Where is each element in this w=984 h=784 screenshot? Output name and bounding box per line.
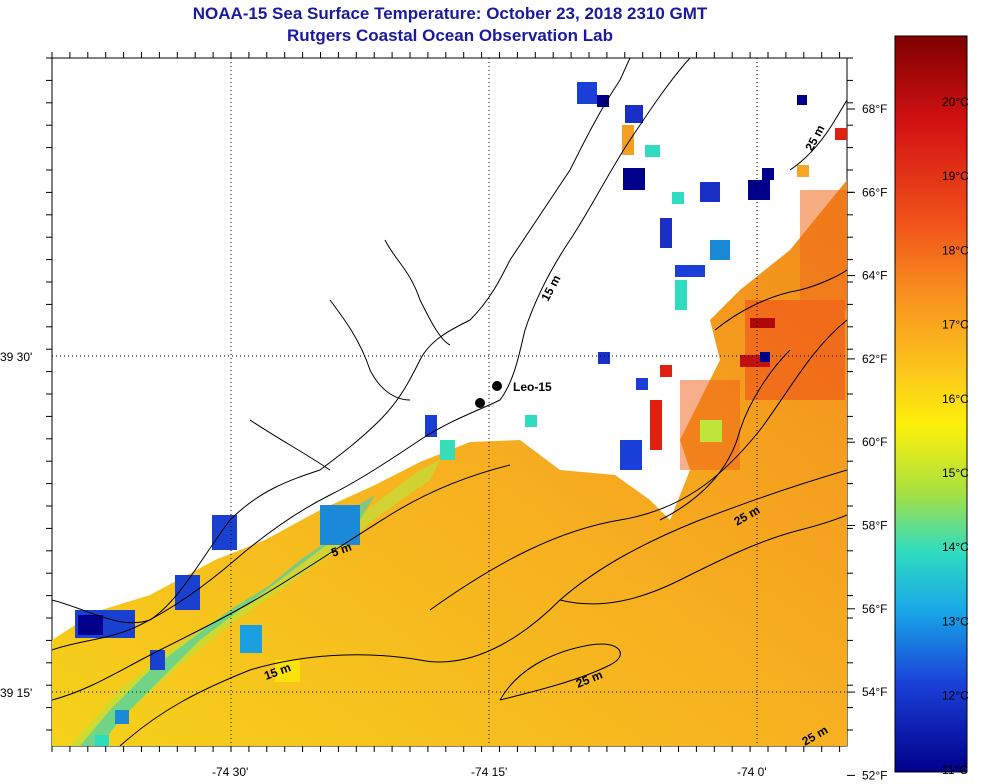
celsius-label: 15°C — [942, 466, 969, 480]
lon-tick-label: -74 30' — [212, 765, 248, 779]
colorbar — [894, 35, 968, 773]
celsius-label: 20°C — [942, 95, 969, 109]
map-title: NOAA-15 Sea Surface Temperature: October… — [192, 4, 708, 23]
frame-ticks — [46, 52, 855, 776]
fahrenheit-label: 52°F — [862, 768, 887, 782]
fahrenheit-label: 56°F — [862, 602, 887, 616]
graticule — [52, 58, 847, 746]
fahrenheit-label: 62°F — [862, 352, 887, 366]
map-subtitle: Rutgers Coastal Ocean Observation Lab — [287, 26, 613, 45]
fahrenheit-label: 54°F — [862, 685, 887, 699]
celsius-label: 16°C — [942, 392, 969, 406]
colorbar-labels: 68°F 66°F 64°F 62°F 60°F 58°F 56°F 54°F 52°F 20°C… — [862, 95, 969, 782]
warm-patch — [800, 190, 847, 310]
celsius-label: 13°C — [942, 614, 969, 628]
lon-tick-label: -74 15' — [471, 765, 507, 779]
celsius-label: 14°C — [942, 540, 969, 554]
lon-tick-label: -74 0' — [737, 765, 767, 779]
celsius-label: 19°C — [942, 169, 969, 183]
station-marker — [475, 398, 485, 408]
fahrenheit-label: 60°F — [862, 435, 887, 449]
celsius-label: 12°C — [942, 689, 969, 703]
coastline-contours — [52, 58, 847, 746]
fahrenheit-label: 66°F — [862, 185, 887, 199]
coastal-cold-band — [80, 495, 375, 746]
fahrenheit-label: 64°F — [862, 269, 887, 283]
fahrenheit-label: 58°F — [862, 519, 887, 533]
depth-label: 5 m — [329, 540, 353, 560]
edge-pixels — [95, 125, 847, 746]
warm-patch — [750, 318, 775, 328]
celsius-label: 17°C — [942, 318, 969, 332]
fahrenheit-label: 68°F — [862, 102, 887, 116]
station-label: Leo-15 — [513, 380, 552, 394]
celsius-label: 11°C — [942, 763, 968, 777]
leo-15-marker — [492, 381, 502, 391]
lat-tick-label: 39 30' — [0, 350, 32, 364]
warm-patch — [745, 300, 845, 400]
celsius-label: 18°C — [942, 243, 969, 257]
lat-tick-label: 39 15' — [0, 686, 32, 700]
